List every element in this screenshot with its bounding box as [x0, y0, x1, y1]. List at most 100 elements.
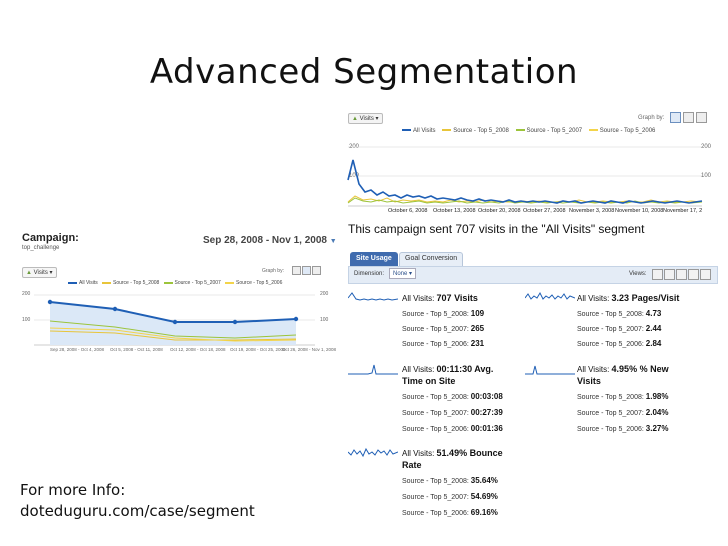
graph-by-week-button[interactable] [302, 266, 311, 275]
x-axis-tick: Oct 26, 2008 - Nov 1, 2008 [282, 347, 337, 352]
view-comparison-button[interactable] [688, 269, 699, 280]
segment-row: Source - Top 5_2008: 1.98% [577, 392, 669, 401]
x-axis-tick: November 10, 2008 [615, 208, 664, 214]
graph-by-week-button[interactable] [683, 112, 694, 123]
view-performance-button[interactable] [676, 269, 687, 280]
views-label: Views: [629, 271, 647, 277]
graph-by-label: Graph by: [638, 115, 665, 121]
segment-row: Source - Top 5_2007: 54.69% [402, 492, 498, 501]
chart-legend: All Visits Source - Top 5_2008 Source - … [402, 128, 655, 134]
legend-item[interactable]: Source - Top 5_2008 [442, 128, 509, 134]
metric-select-value: Visits [359, 116, 374, 122]
x-axis-tick: November 17, 2 [663, 208, 703, 214]
data-point[interactable] [172, 319, 178, 325]
graph-by-month-button[interactable] [696, 112, 707, 123]
segment-row: Source - Top 5_2006: 00:01:36 [402, 424, 503, 433]
chart-icon: ▲ [352, 116, 358, 122]
series-line-2006 [49, 327, 297, 342]
tab-site-usage[interactable]: Site Usage [350, 252, 398, 269]
footer-label: For more Info: [20, 481, 126, 499]
x-axis-tick: November 3, 2008 [569, 208, 615, 214]
y-axis-label-mid: 100 [22, 317, 31, 323]
graph-by-day-button[interactable] [292, 266, 301, 275]
sparkline [525, 291, 575, 300]
y-axis-label-top: 200 [22, 291, 31, 297]
legend-item[interactable]: All Visits [68, 280, 98, 286]
graph-by-label: Graph by: [262, 268, 284, 274]
metric-head-continued: Time on Site [402, 376, 456, 386]
chevron-down-icon: ▾ [409, 271, 413, 277]
view-pivot-button[interactable] [700, 269, 711, 280]
segment-row: Source - Top 5_2007: 2.04% [577, 408, 669, 417]
dimension-select[interactable]: None ▾ [389, 268, 417, 279]
footer-info: For more Info: doteduguru.com/case/segme… [20, 480, 255, 522]
data-point[interactable] [232, 319, 238, 325]
y-axis-label-top-right: 200 [701, 144, 712, 150]
segment-row: Source - Top 5_2007: 00:27:39 [402, 408, 503, 417]
segment-row: Source - Top 5_2008: 35.64% [402, 476, 498, 485]
graph-by-month-button[interactable] [312, 266, 321, 275]
campaign-name: top_challenge [22, 245, 60, 251]
y-axis-label-mid-right: 100 [701, 173, 712, 179]
metric-select[interactable]: ▲ Visits ▾ [22, 267, 57, 278]
date-range-picker[interactable]: Sep 28, 2008 - Nov 1, 2008 ▼ [203, 235, 337, 246]
x-axis-tick: October 13, 2008 [433, 208, 476, 214]
legend-item[interactable]: Source - Top 5_2006 [225, 280, 282, 286]
data-point[interactable] [293, 316, 299, 322]
series-line-2008 [49, 330, 297, 341]
series-line-2007 [49, 320, 297, 339]
legend-item[interactable]: Source - Top 5_2007 [163, 280, 221, 286]
legend-item[interactable]: Source - Top 5_2006 [588, 128, 655, 134]
segment-row: Source - Top 5_2008: 109 [402, 309, 485, 318]
dimension-select-value: None [393, 271, 408, 277]
y-axis-label-mid-right: 100 [320, 317, 329, 323]
sparkline [348, 364, 398, 375]
footer-link[interactable]: doteduguru.com/case/segment [20, 502, 255, 520]
segment-row: Source - Top 5_2008: 4.73 [577, 309, 662, 318]
metric-head-continued: Rate [402, 460, 422, 470]
metric-select-value: Visits [33, 270, 48, 276]
report-toolbar: Dimension: None ▾ Views: [348, 266, 718, 284]
sparkline [348, 292, 398, 301]
tab-goal-conversion[interactable]: Goal Conversion [399, 252, 464, 269]
legend-item[interactable]: Source - Top 5_2007 [515, 128, 582, 134]
chevron-down-icon: ▼ [329, 238, 337, 245]
view-pie-button[interactable] [664, 269, 675, 280]
chevron-down-icon: ▾ [375, 116, 379, 122]
x-axis-tick: October 27, 2008 [523, 208, 566, 214]
chart-legend: All Visits Source - Top 5_2008 Source - … [68, 280, 282, 286]
metric-head-continued: Visits [577, 376, 601, 386]
campaign-label: Campaign: [22, 232, 79, 244]
graph-by-day-button[interactable] [670, 112, 681, 123]
all-visits-area [50, 302, 296, 345]
date-range-text: Sep 28, 2008 - Nov 1, 2008 [203, 235, 327, 246]
segment-row: Source - Top 5_2006: 3.27% [577, 424, 669, 433]
x-axis-tick: October 20, 2008 [478, 208, 521, 214]
metric-select[interactable]: ▲ Visits ▾ [348, 113, 383, 124]
metric-head: All Visits: 3.23 Pages/Visit [577, 293, 680, 303]
y-axis-label-top-right: 200 [320, 291, 329, 297]
segment-row: Source - Top 5_2006: 2.84 [577, 339, 662, 348]
chevron-down-icon: ▾ [49, 270, 53, 276]
data-point[interactable] [47, 299, 53, 305]
metric-head: All Visits: 00:11:30 Avg. [402, 364, 494, 374]
metric-head: All Visits: 51.49% Bounce [402, 448, 503, 458]
segment-row: Source - Top 5_2008: 00:03:08 [402, 392, 503, 401]
x-axis-tick: Oct 5, 2008 - Oct 11, 2008 [110, 347, 163, 352]
slide-title: Advanced Segmentation [149, 52, 579, 92]
sparkline [348, 447, 398, 458]
x-axis-tick: Oct 19, 2008 - Oct 25, 2008 [230, 347, 286, 352]
segment-row: Source - Top 5_2006: 231 [402, 339, 485, 348]
chart-icon: ▲ [26, 270, 32, 276]
segment-row: Source - Top 5_2006: 69.16% [402, 508, 498, 517]
data-point[interactable] [112, 306, 118, 312]
sparkline [525, 365, 575, 375]
x-axis-tick: Oct 12, 2008 - Oct 18, 2008 [170, 347, 226, 352]
segment-row: Source - Top 5_2007: 2.44 [577, 324, 662, 333]
legend-item[interactable]: Source - Top 5_2008 [101, 280, 159, 286]
series-line-all-visits [347, 159, 703, 204]
view-table-button[interactable] [652, 269, 663, 280]
legend-item[interactable]: All Visits [402, 128, 436, 134]
dimension-label: Dimension: [354, 271, 385, 277]
x-axis-tick: Sep 28, 2008 - Oct 4, 2008 [50, 347, 105, 352]
